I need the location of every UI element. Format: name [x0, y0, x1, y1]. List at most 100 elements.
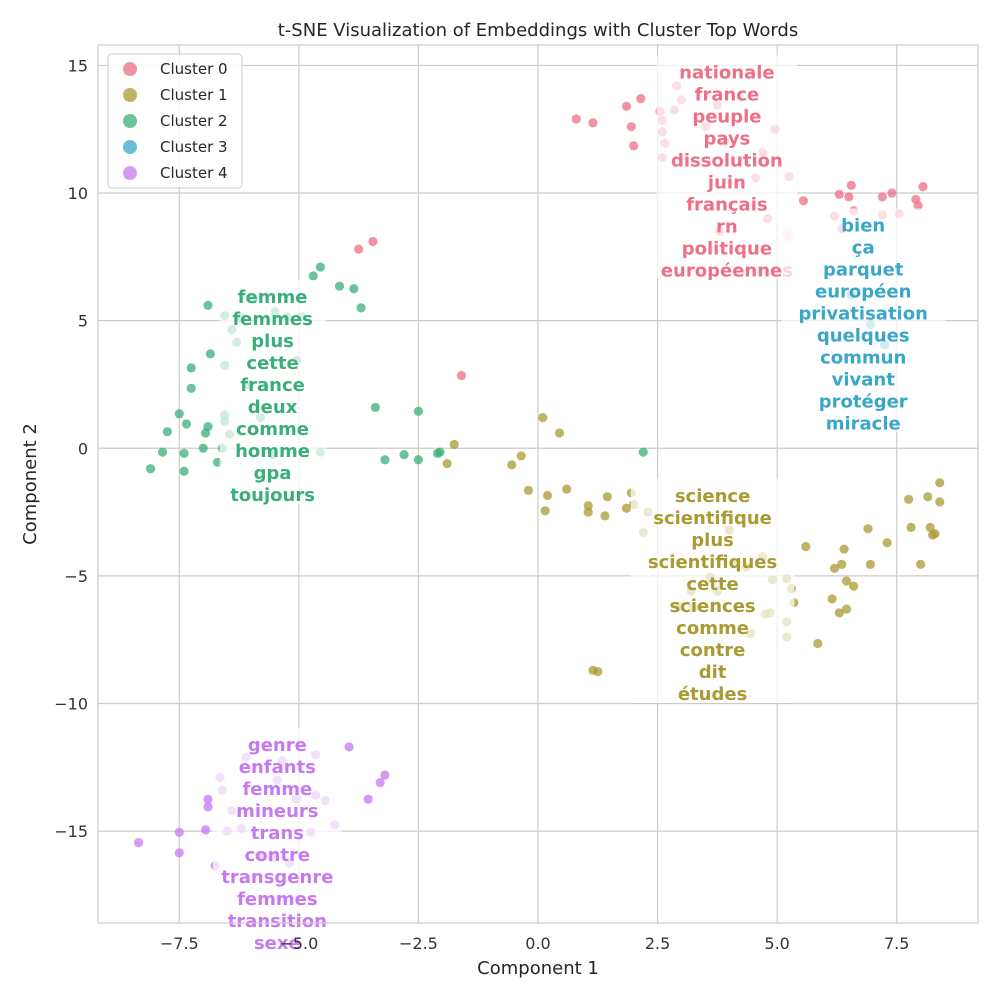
annotation-background: [212, 727, 342, 952]
scatter-point: [442, 458, 452, 469]
scatter-point: [146, 464, 156, 474]
scatter-point: [186, 363, 196, 373]
legend-label: Cluster 3: [160, 138, 228, 156]
scatter-point: [583, 501, 593, 511]
y-tick-label: −10: [54, 695, 88, 714]
scatter-point: [174, 848, 184, 858]
cluster-top-word: genre: [248, 735, 307, 756]
scatter-point: [205, 349, 215, 359]
scatter-point: [203, 802, 213, 812]
scatter-point: [863, 524, 873, 534]
cluster-top-word: européennes: [661, 260, 793, 281]
legend-marker: [123, 166, 137, 180]
scatter-point: [380, 770, 390, 780]
y-tick-label: 10: [68, 184, 88, 203]
cluster-word-annotations: nationalefrancepeuplepaysdissolutionjuin…: [212, 55, 945, 954]
x-tick-label: 0.0: [525, 934, 550, 953]
cluster-top-word: miracle: [826, 413, 901, 434]
scatter-point: [827, 594, 837, 604]
cluster-top-word: toujours: [230, 485, 315, 506]
scatter-point: [538, 413, 548, 423]
cluster-top-word: scientifique: [653, 508, 772, 529]
cluster-top-word: deux: [248, 397, 298, 418]
annotation-background: [219, 279, 326, 504]
scatter-point: [540, 506, 550, 516]
cluster-top-word: parquet: [823, 259, 904, 280]
scatter-point: [865, 559, 875, 569]
cluster-top-word: plus: [691, 530, 734, 551]
legend-label: Cluster 1: [160, 86, 228, 104]
cluster-top-word: comme: [676, 618, 749, 639]
chart-title: t-SNE Visualization of Embeddings with C…: [278, 20, 798, 41]
scatter-point: [801, 541, 811, 552]
cluster-top-word: protéger: [819, 391, 908, 412]
scatter-point: [375, 778, 385, 788]
scatter-point: [918, 182, 928, 192]
cluster-top-word: science: [675, 486, 750, 507]
cluster-top-word: homme: [235, 441, 310, 462]
scatter-point: [571, 114, 581, 124]
scatter-point: [399, 450, 409, 460]
scatter-point: [334, 281, 345, 291]
scatter-point: [923, 492, 933, 502]
scatter-point: [813, 638, 823, 649]
cluster-top-word: gpa: [254, 463, 292, 484]
cluster-top-word: transgenre: [221, 867, 333, 888]
scatter-point: [162, 427, 172, 437]
scatter-point: [849, 581, 859, 591]
scatter-point: [157, 447, 168, 457]
cluster-top-word: trans: [251, 823, 304, 844]
legend-label: Cluster 2: [160, 112, 228, 130]
scatter-point: [368, 236, 378, 247]
scatter-point: [841, 576, 852, 586]
scatter-point: [308, 271, 318, 281]
cluster-top-word: bien: [841, 215, 885, 236]
x-tick-label: −7.5: [160, 934, 199, 953]
cluster-top-word: femme: [238, 287, 308, 308]
cluster-top-word: plus: [251, 331, 294, 352]
scatter-point: [203, 421, 213, 432]
annotation-background: [656, 55, 798, 280]
legend-marker: [123, 88, 137, 102]
scatter-point: [174, 409, 184, 419]
cluster-top-word: contre: [245, 845, 311, 866]
scatter-point: [846, 180, 856, 190]
scatter-point: [174, 827, 184, 837]
scatter-point: [837, 559, 847, 569]
legend-box: [107, 53, 243, 189]
scatter-point: [456, 370, 467, 381]
scatter-point: [349, 284, 359, 294]
scatter-point: [638, 447, 648, 457]
scatter-point: [882, 538, 892, 548]
x-axis-title: Component 1: [477, 958, 599, 979]
tick-labels: −7.5 −5.0 −2.5 0.0 2.5 5.0 7.5 15 10 5 0 −5 −10 −15: [54, 56, 909, 953]
cluster-top-word: commun: [820, 347, 906, 368]
cluster-top-word: femmes: [232, 309, 312, 330]
scatter-point: [588, 118, 598, 128]
scatter-point: [626, 122, 636, 132]
scatter-point: [356, 303, 366, 313]
cluster-top-word: rn: [716, 216, 738, 237]
cluster-top-word: femme: [242, 779, 312, 800]
scatter-point: [134, 838, 144, 848]
cluster-top-word: vivant: [832, 369, 896, 390]
x-tick-label: 2.5: [645, 934, 670, 953]
cluster-top-word: juin: [707, 172, 746, 193]
scatter-point: [877, 192, 887, 202]
y-tick-label: 15: [68, 56, 88, 75]
scatter-point: [841, 604, 852, 614]
scatter-point: [904, 494, 914, 504]
scatter-point: [629, 141, 639, 151]
cluster-top-word: contre: [680, 640, 746, 661]
y-axis-title: Component 2: [20, 423, 41, 545]
cluster-top-word: transition: [228, 911, 327, 932]
cluster-annotation: femmefemmespluscettefrancedeuxcommehomme…: [219, 279, 326, 506]
scatter-point: [636, 93, 646, 104]
scatter-point: [542, 490, 553, 501]
scatter-point: [380, 455, 390, 465]
legend: Cluster 0 Cluster 1 Cluster 2 Cluster 3 Clus…: [107, 53, 243, 189]
cluster-annotation: sciencescientifiqueplusscientifiquescett…: [630, 479, 795, 705]
cluster-top-word: privatisation: [799, 303, 928, 324]
cluster-annotation: biençaparqueteuropéenprivatisationquelqu…: [781, 208, 945, 434]
